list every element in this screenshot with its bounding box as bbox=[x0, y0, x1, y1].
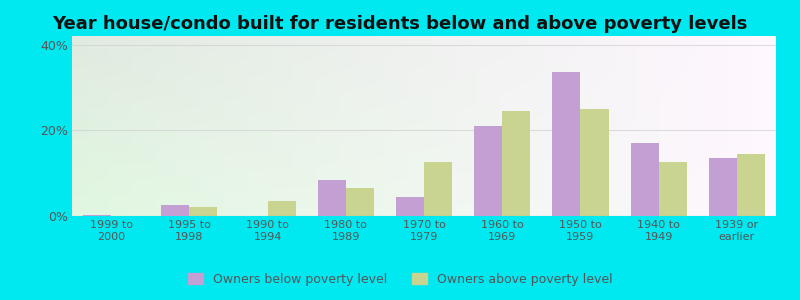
Bar bbox=[502, 111, 530, 216]
Bar bbox=[737, 154, 765, 216]
Bar bbox=[474, 126, 502, 216]
Bar bbox=[396, 197, 424, 216]
Bar bbox=[267, 201, 296, 216]
Bar bbox=[552, 72, 581, 216]
Bar bbox=[630, 143, 658, 216]
Bar bbox=[83, 215, 111, 216]
Bar bbox=[424, 162, 452, 216]
Bar bbox=[658, 162, 687, 216]
Bar bbox=[346, 188, 374, 216]
Bar bbox=[161, 205, 190, 216]
Bar bbox=[190, 207, 218, 216]
Bar bbox=[581, 109, 609, 216]
Bar bbox=[318, 180, 346, 216]
Legend: Owners below poverty level, Owners above poverty level: Owners below poverty level, Owners above… bbox=[182, 268, 618, 291]
Text: Year house/condo built for residents below and above poverty levels: Year house/condo built for residents bel… bbox=[52, 15, 748, 33]
Bar bbox=[709, 158, 737, 216]
